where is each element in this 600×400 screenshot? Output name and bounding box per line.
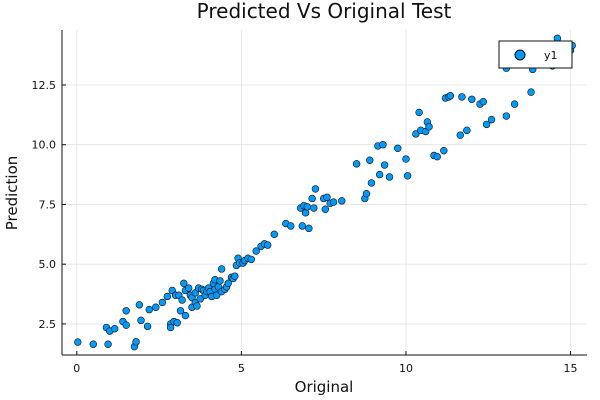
legend: y1 [498, 40, 573, 69]
data-point [270, 230, 279, 239]
data-points [74, 34, 576, 351]
data-point [89, 340, 97, 348]
data-point [122, 321, 130, 329]
data-point [379, 141, 387, 149]
data-point [196, 295, 204, 303]
data-point [143, 322, 152, 331]
data-point [145, 305, 153, 314]
data-point [458, 93, 466, 101]
data-point [482, 120, 491, 129]
y-tick-label: 12.5 [32, 79, 57, 92]
data-point [456, 131, 464, 139]
data-point [425, 123, 433, 131]
data-point [252, 247, 260, 255]
chart-title: Predicted Vs Original Test [197, 0, 452, 23]
data-point [527, 88, 535, 96]
data-point [231, 272, 239, 280]
data-point [375, 170, 384, 179]
data-point [433, 152, 441, 161]
ticks: 0 5 10 15 2.5 5.0 7.5 10.0 12.5 [32, 79, 578, 375]
axes [61, 30, 587, 356]
data-point [224, 279, 232, 288]
data-point [463, 126, 471, 135]
x-tick-label: 10 [399, 362, 413, 375]
data-point [193, 302, 201, 310]
data-point [180, 279, 188, 288]
y-tick-label: 7.5 [39, 198, 57, 211]
data-point [366, 156, 374, 164]
data-point [311, 185, 320, 193]
y-tick-label: 2.5 [39, 318, 57, 331]
data-point [122, 307, 130, 315]
data-point [385, 173, 394, 181]
data-point [415, 108, 423, 117]
data-point [502, 112, 511, 120]
data-point [152, 303, 160, 311]
data-point [264, 241, 272, 249]
data-point [380, 161, 389, 169]
data-point [104, 340, 112, 348]
data-point [394, 144, 402, 152]
data-point [367, 179, 376, 187]
data-point [323, 193, 331, 201]
data-point [338, 197, 346, 205]
data-point [178, 296, 186, 304]
legend-box [498, 40, 573, 69]
data-point [298, 222, 306, 230]
y-tick-label: 10.0 [32, 139, 57, 152]
data-point [440, 146, 448, 155]
legend-label-y1: y1 [544, 49, 558, 62]
data-point [74, 338, 82, 346]
data-point [308, 194, 316, 203]
legend-marker [514, 49, 526, 61]
data-point [487, 115, 496, 124]
data-point [468, 95, 476, 104]
x-tick-label: 5 [238, 362, 245, 375]
data-point [321, 205, 330, 213]
data-point [403, 172, 412, 180]
x-axis-label: Original [295, 378, 354, 396]
data-point [287, 222, 295, 230]
y-axis-label: Prediction [3, 156, 21, 231]
data-point [135, 301, 144, 309]
data-point [352, 160, 361, 168]
data-point [158, 298, 167, 307]
x-tick-label: 15 [564, 362, 578, 375]
data-point [166, 323, 175, 332]
data-point [305, 224, 313, 233]
data-point [479, 97, 488, 106]
data-point [110, 325, 119, 333]
data-point [163, 292, 172, 301]
data-point [173, 319, 181, 327]
data-point [185, 284, 193, 292]
data-point [176, 307, 185, 315]
x-tick-label: 0 [73, 362, 80, 375]
data-point [137, 316, 145, 325]
data-point [303, 203, 311, 211]
data-point [213, 291, 221, 299]
data-point [412, 130, 420, 138]
data-point [446, 92, 455, 100]
data-point [510, 100, 519, 108]
data-point [402, 155, 410, 163]
data-point [132, 338, 140, 346]
data-point [310, 204, 318, 212]
data-point [247, 255, 255, 264]
data-point [181, 311, 190, 320]
data-point [329, 198, 338, 206]
y-tick-label: 5.0 [39, 258, 57, 271]
data-point [362, 189, 371, 198]
data-point [217, 265, 226, 273]
data-point [216, 277, 224, 285]
